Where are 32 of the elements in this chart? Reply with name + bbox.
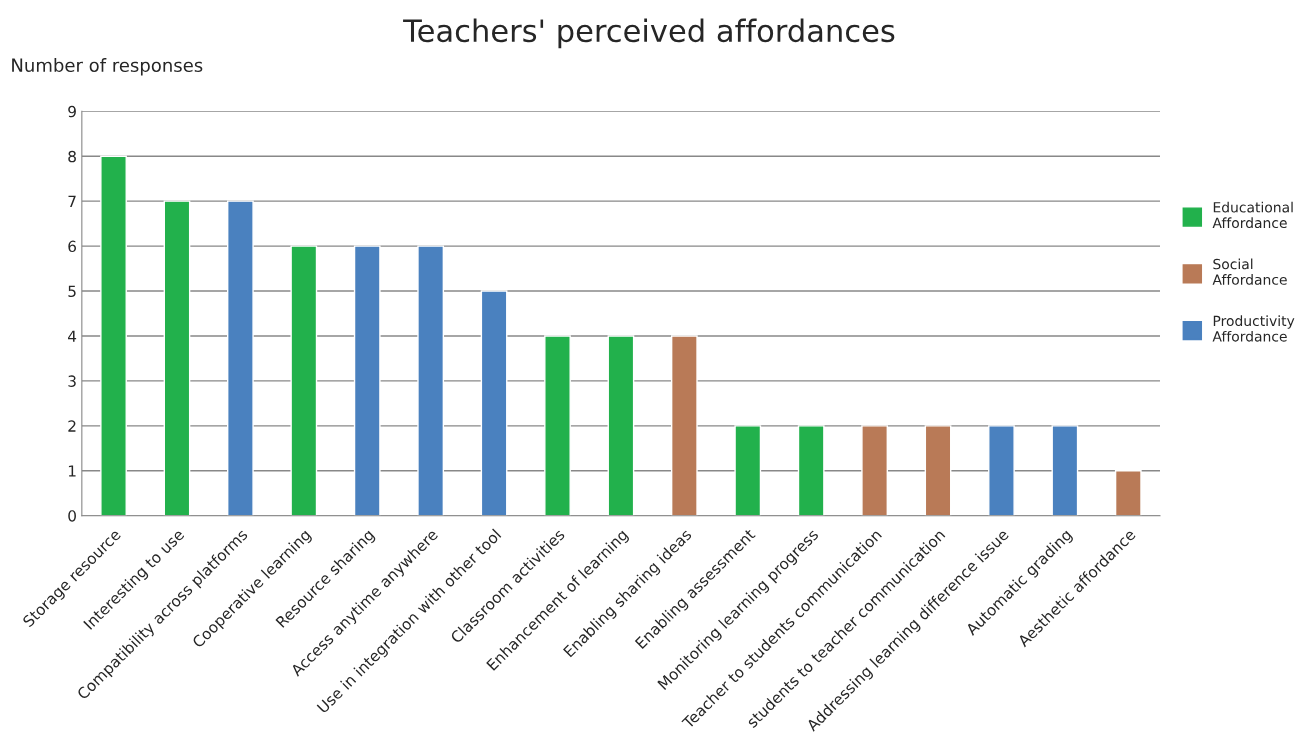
bar [607, 335, 635, 516]
y-tick-label: 8 [68, 150, 76, 163]
bar [544, 335, 571, 516]
bar [670, 335, 698, 516]
y-tick-label: 0 [68, 510, 76, 522]
y-tick-label: 3 [68, 375, 76, 387]
bar [417, 245, 445, 516]
y-tick-label: 9 [68, 105, 76, 118]
bar [290, 245, 318, 516]
bar [353, 245, 381, 516]
bar [227, 200, 254, 516]
legend-label: Social Affordance [1212, 258, 1287, 285]
bar [1051, 425, 1079, 516]
y-tick-label: 7 [68, 195, 76, 207]
bar [797, 425, 825, 516]
bar [861, 425, 888, 516]
bar [100, 155, 127, 516]
legend-label: Productivity Affordance [1212, 315, 1295, 342]
y-tick-label: 4 [68, 330, 77, 342]
y-tick-label: 5 [68, 285, 76, 298]
y-axis-title: Number of responses [12, 58, 203, 76]
legend-label: Educational Affordance [1212, 201, 1293, 229]
y-tick-label: 1 [68, 465, 76, 477]
bar [924, 425, 952, 516]
bar [734, 425, 762, 516]
y-tick-label: 2 [68, 420, 76, 432]
bar [163, 200, 191, 516]
bar [1114, 470, 1142, 516]
bar [480, 290, 508, 516]
y-tick-label: 6 [68, 240, 77, 253]
chart-title: Teachers' perceived affordances [403, 18, 895, 49]
bar [988, 425, 1015, 516]
